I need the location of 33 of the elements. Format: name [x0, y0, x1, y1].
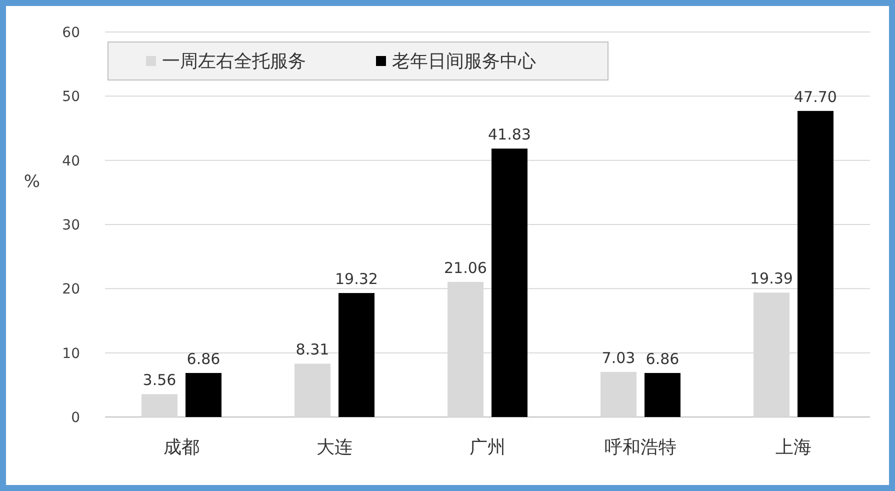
- bar: [142, 394, 178, 417]
- legend-label: 一周左右全托服务: [162, 51, 306, 72]
- text: 21.06: [444, 258, 487, 277]
- bar: [338, 293, 374, 417]
- text: 6.86: [186, 350, 220, 368]
- text: 6.86: [646, 350, 680, 368]
- y-tick-label: 40: [62, 153, 80, 170]
- x-tick-label: 广州: [470, 437, 506, 458]
- text: 47.70: [794, 88, 837, 106]
- x-tick-label: 呼和浩特: [604, 437, 676, 458]
- bar: [492, 148, 528, 417]
- x-tick-label: 成都: [164, 437, 200, 458]
- y-axis-title: %: [24, 172, 40, 192]
- y-tick-label: 30: [62, 218, 80, 234]
- y-tick-label: 20: [62, 282, 80, 298]
- y-tick-label: 10: [62, 346, 80, 362]
- text: 7.03: [602, 348, 636, 367]
- bar: [186, 372, 222, 417]
- x-tick-label: 大连: [316, 437, 352, 458]
- bar: [600, 372, 636, 417]
- bar: [644, 372, 680, 417]
- text: 8.31: [296, 340, 330, 359]
- text: 19.32: [335, 270, 378, 288]
- y-tick-label: 50: [62, 89, 80, 106]
- text: 3.56: [142, 371, 176, 390]
- bar: [294, 364, 330, 417]
- legend-label: 老年日间服务中心: [392, 51, 536, 72]
- y-tick-label: 0: [71, 410, 80, 426]
- text: 19.39: [750, 270, 793, 288]
- bar: [798, 110, 834, 417]
- y-tick-label: 60: [62, 25, 80, 41]
- x-tick-label: 上海: [776, 437, 812, 458]
- text: 41.83: [488, 126, 531, 144]
